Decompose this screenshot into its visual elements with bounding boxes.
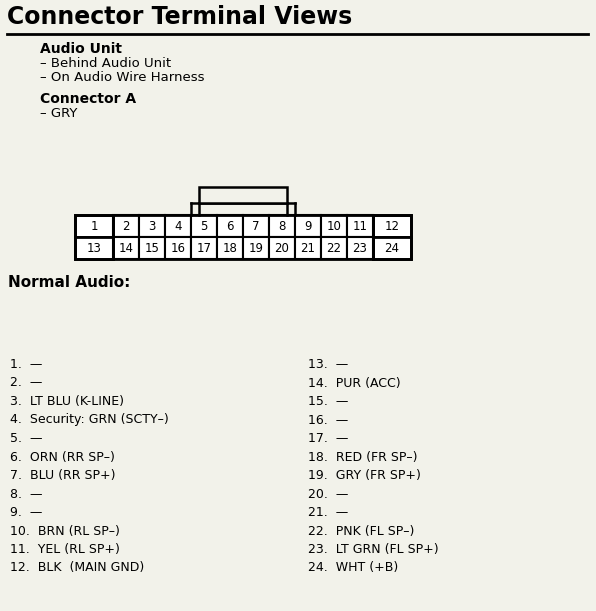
Bar [243, 215, 269, 237]
Text: 24.  WHT (+B): 24. WHT (+B) [308, 562, 398, 574]
Text: 23.  LT GRN (FL SP+): 23. LT GRN (FL SP+) [308, 543, 439, 556]
Bar [243, 237, 269, 259]
Text: 16: 16 [170, 241, 185, 255]
Text: 17.  —: 17. — [308, 432, 349, 445]
Text: 7: 7 [252, 219, 260, 233]
Text: 18.  RED (FR SP–): 18. RED (FR SP–) [308, 450, 418, 464]
Bar [373, 215, 411, 259]
Text: 6.  ORN (RR SP–): 6. ORN (RR SP–) [10, 450, 115, 464]
Bar [113, 237, 139, 259]
Text: 15.  —: 15. — [308, 395, 349, 408]
Text: 12: 12 [384, 219, 399, 233]
Text: 22: 22 [327, 241, 342, 255]
Text: Connector A: Connector A [40, 92, 136, 106]
Text: 22.  PNK (FL SP–): 22. PNK (FL SP–) [308, 524, 414, 538]
Bar [75, 215, 113, 259]
Bar [373, 215, 411, 237]
Text: 2: 2 [122, 219, 130, 233]
Text: 1.  —: 1. — [10, 358, 42, 371]
Text: 18: 18 [222, 241, 237, 255]
Text: 14.  PUR (ACC): 14. PUR (ACC) [308, 376, 401, 389]
Bar [139, 215, 165, 237]
Text: 7.  BLU (RR SP+): 7. BLU (RR SP+) [10, 469, 116, 482]
Text: 9.  —: 9. — [10, 506, 42, 519]
Text: 13.  —: 13. — [308, 358, 348, 371]
Text: 17: 17 [197, 241, 212, 255]
Bar [139, 237, 165, 259]
Text: 11.  YEL (RL SP+): 11. YEL (RL SP+) [10, 543, 120, 556]
Text: 5: 5 [200, 219, 207, 233]
Text: 15: 15 [145, 241, 160, 255]
Text: – GRY: – GRY [40, 107, 77, 120]
Bar [165, 215, 191, 237]
Bar [217, 215, 243, 237]
Text: 19.  GRY (FR SP+): 19. GRY (FR SP+) [308, 469, 421, 482]
Bar [269, 215, 295, 237]
Text: 3: 3 [148, 219, 156, 233]
Text: Connector Terminal Views: Connector Terminal Views [7, 5, 352, 29]
Bar [191, 215, 217, 237]
Text: 16.  —: 16. — [308, 414, 348, 426]
Text: Normal Audio:: Normal Audio: [8, 275, 131, 290]
Text: 10: 10 [327, 219, 342, 233]
Bar [295, 215, 321, 237]
Text: 3.  LT BLU (K-LINE): 3. LT BLU (K-LINE) [10, 395, 124, 408]
Text: 11: 11 [352, 219, 368, 233]
Text: 4.  Security: GRN (SCTY–): 4. Security: GRN (SCTY–) [10, 414, 169, 426]
Bar [191, 237, 217, 259]
Bar [373, 237, 411, 259]
Text: 21.  —: 21. — [308, 506, 348, 519]
Text: 20.  —: 20. — [308, 488, 349, 500]
Bar [113, 215, 139, 237]
Text: 21: 21 [300, 241, 315, 255]
Bar [269, 237, 295, 259]
Text: 19: 19 [249, 241, 263, 255]
Bar [113, 215, 373, 259]
Text: – On Audio Wire Harness: – On Audio Wire Harness [40, 71, 204, 84]
Bar [347, 215, 373, 237]
Bar [347, 237, 373, 259]
Text: 2.  —: 2. — [10, 376, 42, 389]
Text: 6: 6 [226, 219, 234, 233]
Bar [75, 215, 113, 237]
Text: 23: 23 [353, 241, 368, 255]
Text: 8: 8 [278, 219, 285, 233]
Text: 1: 1 [90, 219, 98, 233]
Bar [321, 215, 347, 237]
Bar [217, 237, 243, 259]
Bar [199, 187, 287, 203]
Text: Audio Unit: Audio Unit [40, 42, 122, 56]
Text: 20: 20 [275, 241, 290, 255]
Text: 13: 13 [86, 241, 101, 255]
Text: 10.  BRN (RL SP–): 10. BRN (RL SP–) [10, 524, 120, 538]
Bar [321, 237, 347, 259]
Text: 24: 24 [384, 241, 399, 255]
Text: – Behind Audio Unit: – Behind Audio Unit [40, 57, 171, 70]
Text: 4: 4 [174, 219, 182, 233]
Text: 5.  —: 5. — [10, 432, 42, 445]
Text: 9: 9 [304, 219, 312, 233]
Text: 8.  —: 8. — [10, 488, 42, 500]
Text: 12.  BLK  (MAIN GND): 12. BLK (MAIN GND) [10, 562, 144, 574]
Bar [75, 237, 113, 259]
Bar [295, 237, 321, 259]
Bar [165, 237, 191, 259]
Text: 14: 14 [119, 241, 134, 255]
